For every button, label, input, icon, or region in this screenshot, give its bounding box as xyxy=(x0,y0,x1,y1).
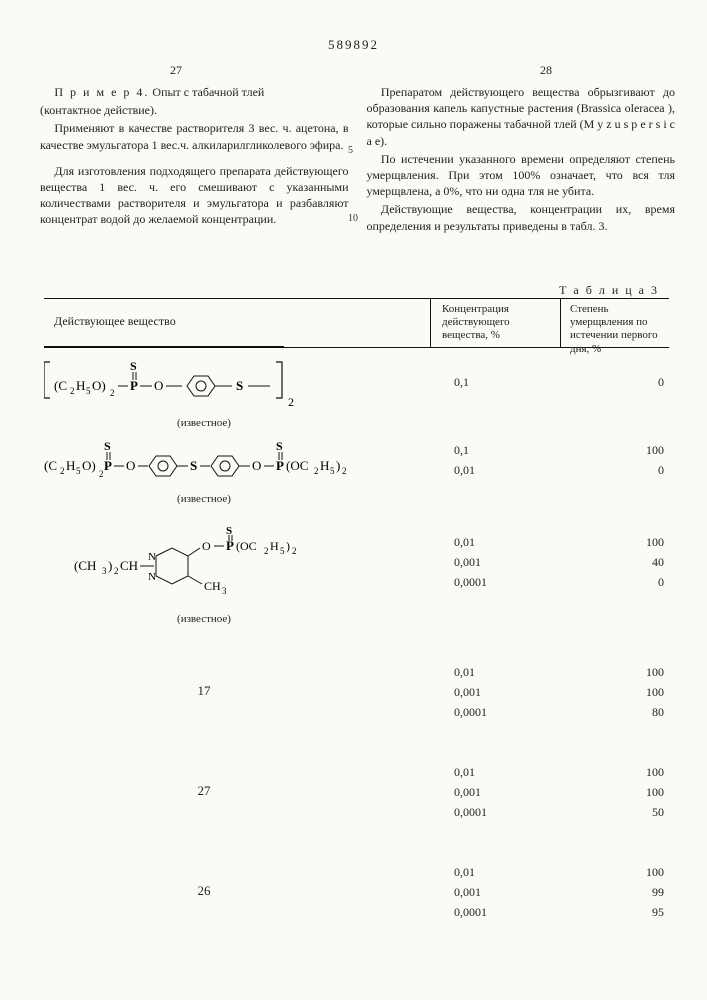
concentration-cell: 0,0001 xyxy=(454,804,544,820)
th-sep1 xyxy=(430,299,431,347)
th-concentration: Концентрация действующего вещества, % xyxy=(442,303,552,343)
text-columns: П р и м е р 4. Опыт с табачной тлей (кон… xyxy=(40,84,675,236)
value-row: 0,10 xyxy=(44,374,669,392)
mortality-cell: 100 xyxy=(604,534,664,550)
mortality-cell: 50 xyxy=(604,804,664,820)
value-row: 0,01 100 xyxy=(44,764,669,782)
value-row: 0,01 100 xyxy=(44,664,669,682)
right-column: Препаратом действующего вещества обрызги… xyxy=(367,84,676,236)
right-p1: Препаратом действующего вещества обрызги… xyxy=(367,84,676,149)
value-row: 0,001 99 xyxy=(44,884,669,902)
value-row: 0,001 100 xyxy=(44,684,669,702)
svg-text:2: 2 xyxy=(288,395,294,409)
svg-text:S: S xyxy=(130,359,137,373)
concentration-cell: 0,0001 xyxy=(454,704,544,720)
table-label: Т а б л и ц а 3 xyxy=(559,282,659,298)
left-p1a-rest: Опыт с табачной тлей xyxy=(152,85,264,99)
mortality-cell: 100 xyxy=(604,442,664,458)
mortality-cell: 100 xyxy=(604,864,664,880)
concentration-cell: 0,1 xyxy=(454,442,544,458)
known-label-3: (известное) xyxy=(44,612,364,627)
concentration-cell: 0,01 xyxy=(454,864,544,880)
left-p1: П р и м е р 4. Опыт с табачной тлей xyxy=(40,84,349,100)
left-p3: Для изготовления подходящего препарата д… xyxy=(40,163,349,228)
th-mortality: Степень умерщвления по истечении первого… xyxy=(570,303,665,356)
value-row: 0,0001 95 xyxy=(44,904,669,922)
value-row: 0,01 100 xyxy=(44,864,669,882)
example-word: П р и м е р 4. xyxy=(54,85,149,99)
value-row: 0,1 100 xyxy=(44,442,669,460)
mortality-cell: 100 xyxy=(604,664,664,680)
page: 589892 27 28 5 10 П р и м е р 4. Опыт с … xyxy=(0,0,707,1000)
th-substance: Действующее вещество xyxy=(54,313,176,329)
mortality-cell: 99 xyxy=(604,884,664,900)
table-body: 2 (C 2 H 5 O) 2 P S O xyxy=(44,356,669,980)
concentration-cell: 0,01 xyxy=(454,664,544,680)
value-row: 0,0001 50 xyxy=(44,804,669,822)
left-gap xyxy=(40,155,349,161)
mortality-cell: 100 xyxy=(604,784,664,800)
mortality-cell: 0 xyxy=(604,462,664,478)
concentration-cell: 0,01 xyxy=(454,534,544,550)
mortality-cell: 100 xyxy=(604,684,664,700)
concentration-cell: 0,001 xyxy=(454,684,544,700)
mortality-cell: 0 xyxy=(604,574,664,590)
value-row: 0,01 100 xyxy=(44,534,669,552)
col-num-right: 28 xyxy=(540,62,552,78)
value-row: 0,0001 0 xyxy=(44,574,669,592)
mortality-cell: 95 xyxy=(604,904,664,920)
concentration-cell: 0,0001 xyxy=(454,904,544,920)
concentration-cell: 0,001 xyxy=(454,884,544,900)
value-row: 0,0001 80 xyxy=(44,704,669,722)
mortality-cell: 100 xyxy=(604,764,664,780)
right-p2: По истечении указанного времени определя… xyxy=(367,151,676,200)
concentration-cell: 0,01 xyxy=(454,462,544,478)
left-column: П р и м е р 4. Опыт с табачной тлей (кон… xyxy=(40,84,349,236)
concentration-cell: 0,0001 xyxy=(454,574,544,590)
structure-known1: 2 (C 2 H 5 O) 2 P S O xyxy=(44,356,364,431)
table-header-left-rule xyxy=(44,346,284,347)
value-row: 0,001 40 xyxy=(44,554,669,572)
value-row: 0,001 100 xyxy=(44,784,669,802)
concentration-cell: 0,001 xyxy=(454,554,544,570)
known-label-1: (известное) xyxy=(44,416,364,431)
concentration-cell: 0,01 xyxy=(454,764,544,780)
col-num-left: 27 xyxy=(170,62,182,78)
concentration-cell: 0,001 xyxy=(454,784,544,800)
value-row: 0,01 0 xyxy=(44,462,669,480)
right-p3: Действующие вещества, концентрации их, в… xyxy=(367,201,676,233)
left-p1b: (контактное действие). xyxy=(40,102,349,118)
mortality-cell: 40 xyxy=(604,554,664,570)
mortality-cell: 80 xyxy=(604,704,664,720)
document-number: 589892 xyxy=(0,36,707,54)
mortality-cell: 0 xyxy=(604,374,664,390)
table-header: Действующее вещество Концентрация действ… xyxy=(44,298,669,348)
th-sep2 xyxy=(560,299,561,347)
known-label-2: (известное) xyxy=(44,492,364,507)
concentration-cell: 0,1 xyxy=(454,374,544,390)
left-p2: Применяют в качестве растворителя 3 вес.… xyxy=(40,120,349,152)
